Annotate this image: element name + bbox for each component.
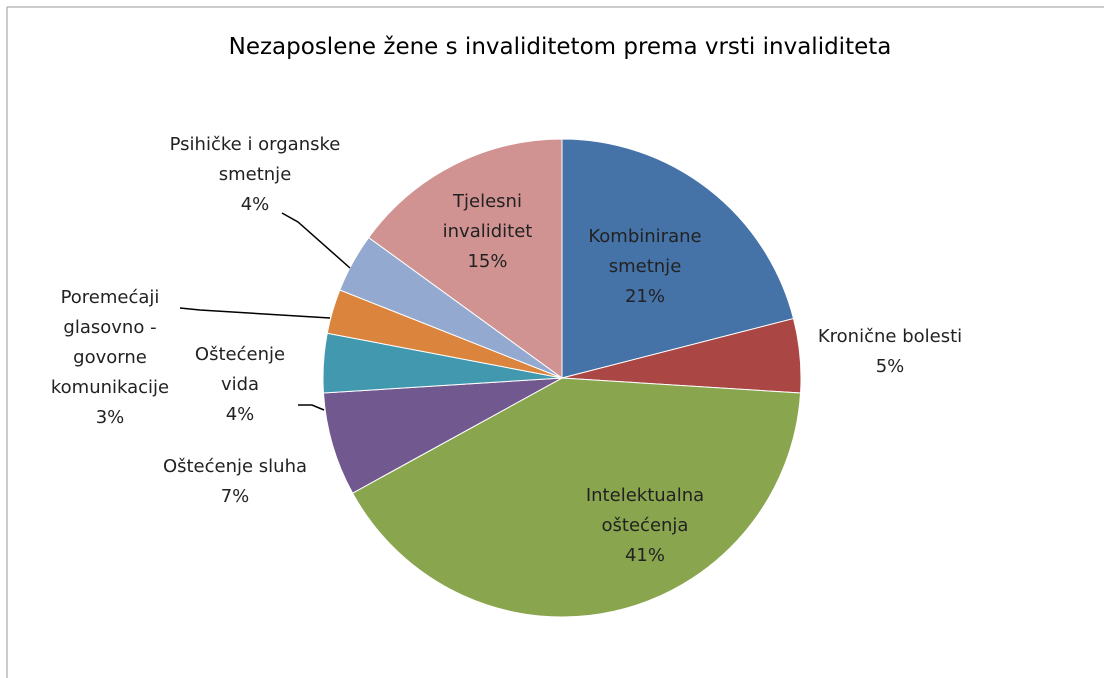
leader-line: [281, 212, 351, 269]
value-label: 7%: [220, 486, 250, 507]
value-label: 21%: [624, 286, 665, 307]
pie: [322, 138, 802, 618]
leader-line: [298, 404, 325, 411]
category-label: Intelektualna oštećenja: [585, 485, 705, 536]
value-label: 5%: [875, 356, 905, 377]
pie-slice: [351, 377, 802, 618]
data-label: Psihičke i organske smetnje 4%: [140, 130, 370, 220]
category-label: Tjelesni invaliditet: [442, 191, 533, 242]
leader-line: [179, 307, 331, 319]
data-label: Kombinirane smetnje 21%: [570, 222, 720, 312]
chart-title: Nezaposlene žene s invaliditetom prema v…: [228, 34, 892, 60]
value-label: 4%: [225, 404, 255, 425]
value-label: 15%: [467, 251, 508, 272]
data-label: Intelektualna oštećenja 41%: [555, 481, 735, 571]
category-label: Kronične bolesti: [817, 326, 963, 347]
category-label: Oštećenje sluha: [162, 456, 308, 477]
pie-slice: [367, 138, 563, 379]
category-label: Poremećaji glasovno - govorne komunikaci…: [50, 287, 170, 398]
category-label: Oštećenje vida: [194, 344, 286, 395]
data-label: Tjelesni invaliditet 15%: [415, 187, 560, 277]
value-label: 4%: [240, 194, 270, 215]
value-label: 41%: [624, 545, 665, 566]
pie-slice: [322, 377, 563, 494]
value-label: 3%: [95, 407, 125, 428]
data-label: Kronične bolesti 5%: [795, 322, 985, 382]
category-label: Kombinirane smetnje: [588, 226, 702, 277]
data-label: Oštećenje vida 4%: [175, 340, 305, 430]
pie-slice: [561, 138, 795, 379]
category-label: Psihičke i organske smetnje: [169, 134, 341, 185]
data-label: Poremećaji glasovno - govorne komunikaci…: [25, 283, 195, 433]
data-label: Oštećenje sluha 7%: [140, 452, 330, 512]
